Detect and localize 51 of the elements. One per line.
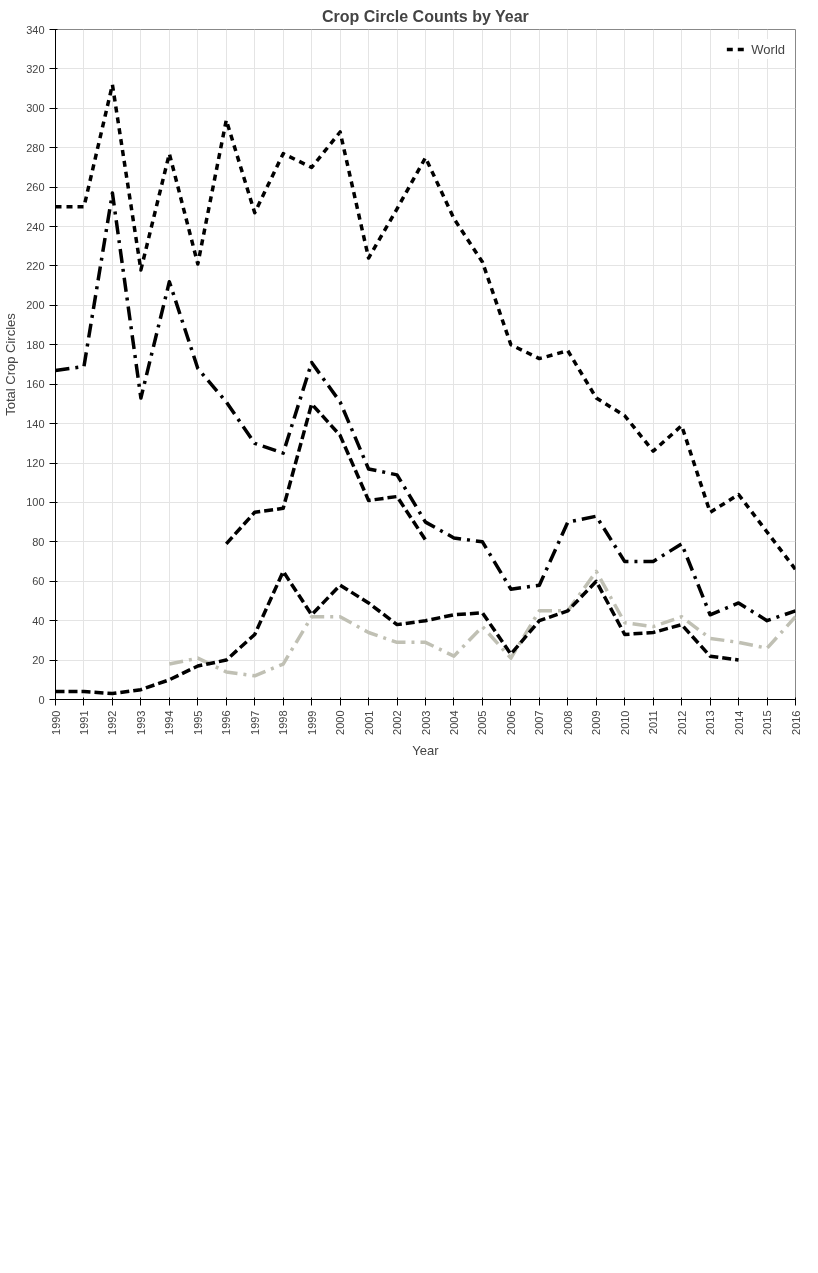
y-tick-label: 200 — [26, 299, 45, 312]
x-tick-label: 2010 — [618, 710, 631, 735]
x-tick-label: 2011 — [647, 710, 660, 735]
y-tick-label: 20 — [32, 654, 45, 667]
y-tick-label: 340 — [26, 23, 45, 36]
y-tick-label: 40 — [32, 614, 45, 627]
line-series — [167, 569, 796, 678]
y-tick-label: 0 — [38, 693, 45, 706]
x-tick-label: 2013 — [704, 710, 717, 735]
x-tick-label: 1993 — [134, 710, 147, 735]
y-tick-label: 60 — [32, 575, 45, 588]
line-series — [224, 402, 428, 546]
x-tick-label: 2012 — [675, 710, 688, 735]
y-tick-label: 100 — [26, 496, 45, 509]
chart-title: Crop Circle Counts by Year — [321, 7, 529, 25]
x-tick-label: 1992 — [106, 710, 119, 735]
x-tick-label: 1994 — [163, 710, 176, 735]
y-tick-label: 240 — [26, 220, 45, 233]
x-tick-label: 2016 — [789, 710, 802, 735]
x-tick-label: 2003 — [419, 710, 432, 735]
x-tick-label: 2000 — [334, 710, 347, 735]
x-tick-label: 2004 — [447, 710, 460, 735]
y-tick-label: 140 — [26, 417, 45, 430]
x-tick-label: 2002 — [391, 710, 404, 735]
x-tick-label: 1998 — [277, 710, 290, 735]
y-tick-label: 220 — [26, 259, 45, 272]
y-axis-title: Total Crop Circles — [3, 312, 19, 416]
x-tick-label: 2005 — [476, 710, 489, 735]
x-tick-label: 2015 — [761, 710, 774, 735]
x-tick-label: 1990 — [49, 710, 62, 735]
x-tick-label: 2007 — [533, 710, 546, 735]
x-tick-label: 1995 — [191, 710, 204, 735]
y-tick-label: 320 — [26, 62, 45, 75]
y-tick-label: 280 — [26, 141, 45, 154]
x-tick-label: 1997 — [248, 710, 261, 735]
x-tick-label: 2006 — [504, 710, 517, 735]
x-tick-label: 1999 — [305, 710, 318, 735]
y-tick-label: 80 — [32, 535, 45, 548]
y-tick-label: 300 — [26, 102, 45, 115]
x-tick-label: 1996 — [220, 710, 233, 735]
x-tick-label: 2014 — [732, 710, 745, 735]
y-tick-label: 180 — [26, 338, 45, 351]
y-tick-label: 260 — [26, 181, 45, 194]
x-axis-title: Year — [412, 742, 440, 758]
x-tick-label: 2008 — [561, 710, 574, 735]
x-tick-label: 2001 — [362, 710, 375, 735]
x-tick-label: 2009 — [590, 710, 603, 735]
y-tick-label: 120 — [26, 457, 45, 470]
x-tick-label: 1991 — [77, 710, 90, 735]
y-tick-label: 160 — [26, 378, 45, 391]
legend-label: World — [751, 41, 785, 57]
